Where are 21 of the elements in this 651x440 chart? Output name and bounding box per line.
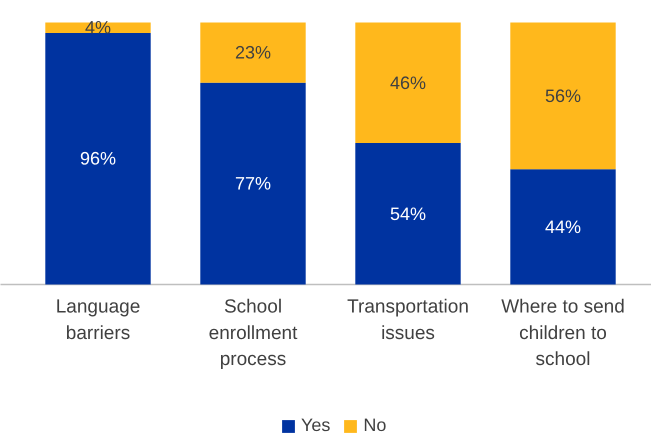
bar (355, 143, 461, 284)
bar (45, 32, 151, 284)
bar (510, 22, 616, 170)
data-label: 4% (84, 18, 112, 38)
data-label: 56% (544, 86, 582, 106)
data-label: 54% (390, 204, 426, 224)
bar (355, 22, 461, 144)
x-tick-label: Where to send children to school (501, 296, 625, 370)
data-label: 46% (390, 72, 426, 93)
data-label: 23% (234, 42, 272, 63)
data-label: 77% (234, 174, 272, 194)
x-tick-label: Language barriers (56, 296, 140, 344)
bar (200, 82, 306, 284)
legend-label: Yes (301, 415, 330, 436)
data-label: 44% (544, 216, 582, 237)
bar (510, 169, 616, 284)
bar (200, 22, 306, 83)
x-tick-label: Transportation issues (347, 296, 469, 344)
data-label: 96% (80, 148, 116, 169)
x-tick-label: School enrollment process (208, 296, 298, 370)
legend-label: No (363, 415, 386, 436)
